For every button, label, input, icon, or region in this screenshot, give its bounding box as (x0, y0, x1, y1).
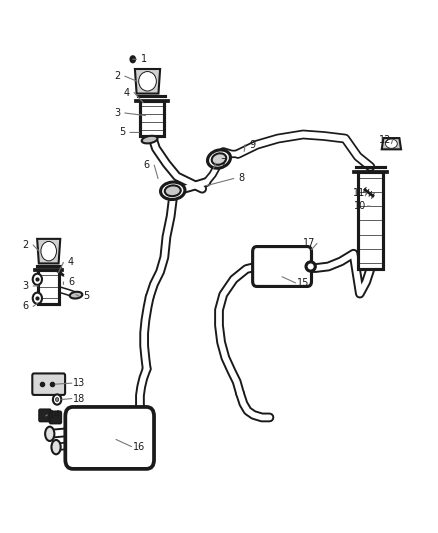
Text: 8: 8 (238, 173, 244, 183)
Ellipse shape (41, 241, 57, 261)
Text: 5: 5 (83, 291, 90, 301)
FancyBboxPatch shape (253, 247, 311, 286)
Text: 9: 9 (250, 140, 256, 150)
Ellipse shape (306, 262, 315, 271)
FancyBboxPatch shape (358, 172, 382, 269)
Ellipse shape (208, 150, 230, 168)
Text: 13: 13 (73, 378, 85, 388)
Text: 17: 17 (303, 238, 316, 248)
Ellipse shape (70, 292, 82, 298)
Text: 1: 1 (141, 54, 147, 64)
Text: 6: 6 (22, 301, 28, 311)
Text: 12: 12 (379, 135, 391, 144)
FancyBboxPatch shape (32, 374, 65, 395)
Circle shape (130, 55, 136, 63)
Circle shape (53, 394, 61, 405)
Text: 11: 11 (353, 188, 365, 198)
Circle shape (56, 398, 59, 401)
Ellipse shape (51, 440, 61, 454)
Ellipse shape (139, 71, 156, 91)
Polygon shape (382, 138, 401, 149)
Text: 15: 15 (297, 278, 309, 288)
Polygon shape (135, 69, 160, 94)
Circle shape (33, 273, 42, 285)
Text: 2: 2 (114, 71, 120, 81)
Ellipse shape (161, 182, 185, 199)
FancyBboxPatch shape (65, 407, 154, 469)
Text: 18: 18 (73, 393, 85, 403)
FancyBboxPatch shape (140, 101, 164, 135)
Text: 10: 10 (354, 201, 366, 211)
Text: 5: 5 (119, 127, 125, 138)
Ellipse shape (45, 426, 54, 441)
Polygon shape (37, 239, 60, 263)
FancyBboxPatch shape (39, 409, 51, 422)
Text: 7: 7 (220, 158, 226, 168)
Ellipse shape (142, 136, 158, 143)
Text: 16: 16 (133, 442, 145, 451)
Text: 4: 4 (68, 257, 74, 268)
Text: 6: 6 (68, 277, 74, 287)
Text: 3: 3 (22, 281, 28, 291)
Text: 4: 4 (124, 87, 130, 98)
FancyBboxPatch shape (49, 411, 61, 424)
Text: 3: 3 (114, 108, 120, 118)
Ellipse shape (385, 139, 397, 148)
Text: 14: 14 (49, 410, 61, 420)
Ellipse shape (165, 185, 181, 196)
FancyBboxPatch shape (38, 270, 59, 304)
Ellipse shape (212, 154, 226, 165)
Text: 6: 6 (144, 160, 150, 170)
Text: 2: 2 (22, 240, 29, 250)
Circle shape (33, 293, 42, 304)
